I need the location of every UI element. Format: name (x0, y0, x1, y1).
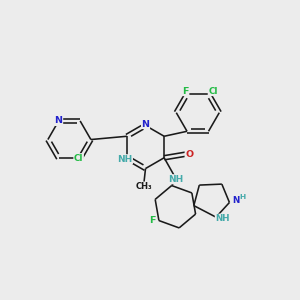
Text: N: N (55, 116, 63, 125)
Text: Cl: Cl (74, 154, 83, 163)
Text: NH: NH (169, 175, 184, 184)
Text: NH: NH (117, 155, 132, 164)
Text: H: H (239, 194, 245, 200)
Text: N: N (232, 196, 240, 206)
Text: O: O (185, 150, 193, 159)
Text: F: F (182, 87, 189, 96)
Text: Cl: Cl (208, 87, 218, 96)
Text: NH: NH (215, 214, 230, 223)
Text: F: F (149, 216, 156, 225)
Text: CH₃: CH₃ (136, 182, 152, 191)
Text: N: N (142, 119, 149, 128)
